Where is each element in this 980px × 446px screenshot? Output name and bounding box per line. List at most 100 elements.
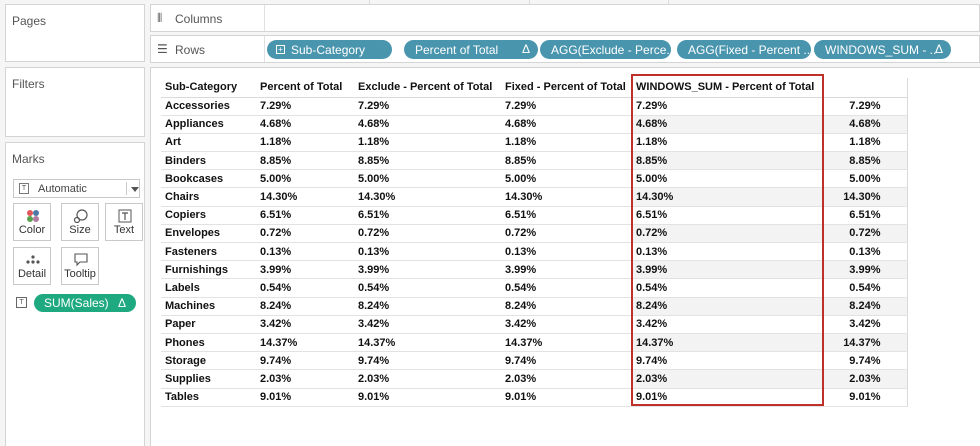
cell-exclude-percent[interactable]: 5.00%: [354, 169, 501, 189]
table-row[interactable]: Tables 9.01% 9.01% 9.01% 9.01% 9.01%: [161, 388, 908, 407]
cell-sales-percent[interactable]: 3.42%: [822, 315, 908, 334]
cell-sales-percent[interactable]: 14.30%: [822, 187, 908, 207]
cell-sales-percent[interactable]: 3.99%: [822, 260, 908, 280]
sub-category-pill[interactable]: + Sub-Category: [267, 40, 392, 59]
cell-percent-of-total[interactable]: 5.00%: [256, 169, 354, 189]
cell-sales-percent[interactable]: 9.74%: [822, 351, 908, 371]
cell-percent-of-total[interactable]: 0.54%: [256, 278, 354, 298]
plus-square-icon[interactable]: +: [276, 45, 285, 54]
cell-exclude-percent[interactable]: 3.42%: [354, 315, 501, 334]
cell-fixed-percent[interactable]: 0.13%: [501, 242, 632, 262]
header-windows-sum[interactable]: WINDOWS_SUM - Percent of Total: [632, 78, 822, 98]
cell-exclude-percent[interactable]: 14.30%: [354, 187, 501, 207]
cell-fixed-percent[interactable]: 8.85%: [501, 151, 632, 171]
table-row[interactable]: Art 1.18% 1.18% 1.18% 1.18% 1.18%: [161, 133, 908, 153]
chevron-down-icon[interactable]: [131, 187, 139, 192]
cell-sales-percent[interactable]: 7.29%: [822, 97, 908, 116]
cell-percent-of-total[interactable]: 9.74%: [256, 351, 354, 371]
cell-sub-category[interactable]: Labels: [161, 278, 256, 298]
cell-fixed-percent[interactable]: 14.30%: [501, 187, 632, 207]
sum-sales-pill[interactable]: SUM(Sales) Δ: [34, 294, 136, 312]
cell-sales-percent[interactable]: 0.54%: [822, 278, 908, 298]
cell-sub-category[interactable]: Machines: [161, 297, 256, 316]
cell-sales-percent[interactable]: 0.72%: [822, 224, 908, 244]
table-row[interactable]: Machines 8.24% 8.24% 8.24% 8.24% 8.24%: [161, 297, 908, 316]
cell-sales-percent[interactable]: 2.03%: [822, 369, 908, 389]
color-button[interactable]: Color: [13, 203, 51, 241]
cell-sub-category[interactable]: Bookcases: [161, 169, 256, 189]
cell-sales-percent[interactable]: 14.37%: [822, 333, 908, 353]
cell-windows-sum[interactable]: 3.99%: [632, 260, 822, 280]
table-row[interactable]: Envelopes 0.72% 0.72% 0.72% 0.72% 0.72%: [161, 224, 908, 244]
cell-exclude-percent[interactable]: 6.51%: [354, 206, 501, 225]
cell-fixed-percent[interactable]: 0.72%: [501, 224, 632, 244]
cell-fixed-percent[interactable]: 5.00%: [501, 169, 632, 189]
cell-exclude-percent[interactable]: 3.99%: [354, 260, 501, 280]
table-row[interactable]: Fasteners 0.13% 0.13% 0.13% 0.13% 0.13%: [161, 242, 908, 262]
cell-exclude-percent[interactable]: 14.37%: [354, 333, 501, 353]
size-button[interactable]: Size: [61, 203, 99, 241]
cell-windows-sum[interactable]: 14.30%: [632, 187, 822, 207]
cell-exclude-percent[interactable]: 8.85%: [354, 151, 501, 171]
cell-sub-category[interactable]: Chairs: [161, 187, 256, 207]
cell-fixed-percent[interactable]: 0.54%: [501, 278, 632, 298]
header-fixed-percent[interactable]: Fixed - Percent of Total: [501, 78, 632, 98]
cell-percent-of-total[interactable]: 8.24%: [256, 297, 354, 316]
cell-sub-category[interactable]: Tables: [161, 388, 256, 407]
cell-windows-sum[interactable]: 9.74%: [632, 351, 822, 371]
cell-sales-percent[interactable]: 0.13%: [822, 242, 908, 262]
text-button[interactable]: Text: [105, 203, 143, 241]
cell-percent-of-total[interactable]: 2.03%: [256, 369, 354, 389]
cell-windows-sum[interactable]: 8.24%: [632, 297, 822, 316]
cell-exclude-percent[interactable]: 9.01%: [354, 388, 501, 407]
cell-percent-of-total[interactable]: 1.18%: [256, 133, 354, 153]
cell-windows-sum[interactable]: 5.00%: [632, 169, 822, 189]
cell-fixed-percent[interactable]: 9.74%: [501, 351, 632, 371]
cell-windows-sum[interactable]: 4.68%: [632, 115, 822, 134]
cell-exclude-percent[interactable]: 0.13%: [354, 242, 501, 262]
detail-button[interactable]: Detail: [13, 247, 51, 285]
header-sub-category[interactable]: Sub-Category: [161, 78, 256, 98]
cell-windows-sum[interactable]: 8.85%: [632, 151, 822, 171]
cell-sub-category[interactable]: Furnishings: [161, 260, 256, 280]
cell-fixed-percent[interactable]: 1.18%: [501, 133, 632, 153]
cell-exclude-percent[interactable]: 2.03%: [354, 369, 501, 389]
agg-fixed-pill[interactable]: AGG(Fixed - Percent ..: [677, 40, 811, 59]
cell-exclude-percent[interactable]: 0.54%: [354, 278, 501, 298]
table-row[interactable]: Storage 9.74% 9.74% 9.74% 9.74% 9.74%: [161, 351, 908, 371]
table-row[interactable]: Copiers 6.51% 6.51% 6.51% 6.51% 6.51%: [161, 206, 908, 225]
cell-sub-category[interactable]: Supplies: [161, 369, 256, 389]
cell-sub-category[interactable]: Storage: [161, 351, 256, 371]
cell-percent-of-total[interactable]: 0.13%: [256, 242, 354, 262]
table-row[interactable]: Phones 14.37% 14.37% 14.37% 14.37% 14.37%: [161, 333, 908, 353]
cell-exclude-percent[interactable]: 8.24%: [354, 297, 501, 316]
cell-percent-of-total[interactable]: 8.85%: [256, 151, 354, 171]
table-row[interactable]: Furnishings 3.99% 3.99% 3.99% 3.99% 3.99%: [161, 260, 908, 280]
cell-exclude-percent[interactable]: 9.74%: [354, 351, 501, 371]
cell-fixed-percent[interactable]: 3.42%: [501, 315, 632, 334]
cell-fixed-percent[interactable]: 2.03%: [501, 369, 632, 389]
cell-percent-of-total[interactable]: 6.51%: [256, 206, 354, 225]
cell-windows-sum[interactable]: 2.03%: [632, 369, 822, 389]
cell-sales-percent[interactable]: 5.00%: [822, 169, 908, 189]
cell-windows-sum[interactable]: 1.18%: [632, 133, 822, 153]
table-row[interactable]: Labels 0.54% 0.54% 0.54% 0.54% 0.54%: [161, 278, 908, 298]
cell-fixed-percent[interactable]: 7.29%: [501, 97, 632, 116]
cell-windows-sum[interactable]: 0.13%: [632, 242, 822, 262]
table-row[interactable]: Chairs 14.30% 14.30% 14.30% 14.30% 14.30%: [161, 187, 908, 207]
cell-fixed-percent[interactable]: 9.01%: [501, 388, 632, 407]
percent-of-total-pill[interactable]: Percent of Total Δ: [404, 40, 538, 59]
cell-windows-sum[interactable]: 14.37%: [632, 333, 822, 353]
table-row[interactable]: Appliances 4.68% 4.68% 4.68% 4.68% 4.68%: [161, 115, 908, 134]
cell-windows-sum[interactable]: 3.42%: [632, 315, 822, 334]
cell-sub-category[interactable]: Fasteners: [161, 242, 256, 262]
cell-sales-percent[interactable]: 6.51%: [822, 206, 908, 225]
cell-percent-of-total[interactable]: 7.29%: [256, 97, 354, 116]
agg-exclude-pill[interactable]: AGG(Exclude - Perce..: [540, 40, 671, 59]
cell-sub-category[interactable]: Accessories: [161, 97, 256, 116]
cell-windows-sum[interactable]: 0.72%: [632, 224, 822, 244]
cell-exclude-percent[interactable]: 7.29%: [354, 97, 501, 116]
cell-sub-category[interactable]: Paper: [161, 315, 256, 334]
tooltip-button[interactable]: Tooltip: [61, 247, 99, 285]
cell-sub-category[interactable]: Binders: [161, 151, 256, 171]
